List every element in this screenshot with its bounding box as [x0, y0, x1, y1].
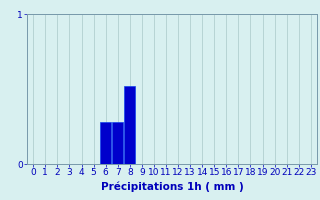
Bar — [112, 122, 123, 164]
Bar — [100, 122, 111, 164]
X-axis label: Précipitations 1h ( mm ): Précipitations 1h ( mm ) — [100, 181, 244, 192]
Bar — [124, 86, 135, 164]
